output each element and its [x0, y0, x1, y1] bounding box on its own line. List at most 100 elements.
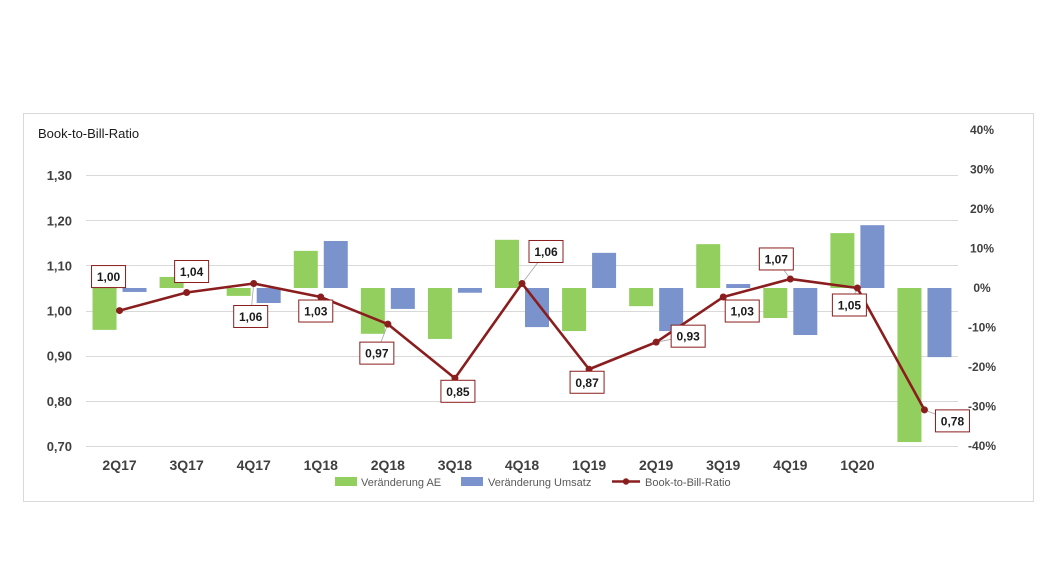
data-label-6: 1,06: [528, 239, 564, 263]
data-label-box: [670, 324, 706, 348]
data-label-9: 1,03: [724, 299, 760, 323]
data-label-text: 0,85: [446, 385, 470, 399]
left-axis-tick-label: 1,10: [47, 258, 72, 273]
bar-veraenderung-ae-3Q19: [696, 244, 721, 288]
bar-veraenderung-ae-2Q19: [629, 288, 654, 307]
data-label-4: 0,97: [359, 341, 395, 365]
book-to-bill-point-2Q17: [116, 307, 124, 315]
right-axis-tick-label: -40%: [968, 439, 996, 453]
x-axis-tick-label: 3Q18: [438, 457, 472, 473]
x-axis-tick-label: 4Q18: [505, 457, 539, 473]
left-axis-tick-label: 1,00: [47, 304, 72, 319]
legend-swatch-veraenderung-ae: [335, 477, 357, 486]
right-axis-tick-label: 0%: [973, 281, 991, 295]
x-axis-tick-label: 2Q19: [639, 457, 673, 473]
data-label-box: [174, 260, 210, 284]
bar-veraenderung-ae-3Q18: [427, 288, 452, 339]
data-label-box: [528, 239, 564, 263]
data-label-box: [934, 409, 970, 433]
legend-swatch-book-to-bill-marker: [622, 478, 630, 485]
bar-veraenderung-umsatz-1Q19: [592, 252, 617, 288]
data-label-text: 1,07: [765, 252, 789, 266]
data-label-box: [233, 304, 269, 328]
bar-series: [92, 225, 952, 443]
bar-veraenderung-ae-1Q20: [830, 233, 855, 288]
data-label-box: [298, 299, 334, 323]
data-label-5: 0,85: [440, 379, 476, 403]
x-axis-tick-label: 2Q17: [102, 457, 136, 473]
data-label-12: 0,78: [934, 409, 970, 433]
bar-veraenderung-ae-2Q17: [92, 288, 117, 330]
x-axis-tick-label: 4Q19: [773, 457, 807, 473]
legend: Veränderung AE Veränderung Umsatz Book-t…: [335, 477, 731, 489]
bar-veraenderung-umsatz-3Q19: [726, 284, 751, 288]
bar-veraenderung-umsatz-2Q19: [659, 288, 684, 332]
x-axis-tick-labels: 2Q17 3Q17 4Q17 1Q18 2Q18 3Q18 4Q18 1Q19 2Q19 3Q19…: [102, 457, 874, 473]
right-axis-tick-label: -10%: [968, 321, 996, 335]
bar-veraenderung-ae-1Q18: [293, 250, 318, 288]
bar-veraenderung-ae-2Q18: [360, 288, 385, 334]
data-label-text: 1,03: [304, 305, 328, 319]
legend-item-book-to-bill-ratio: Book-to-Bill-Ratio: [612, 477, 731, 489]
bar-veraenderung-umsatz-3Q18: [457, 288, 482, 293]
bar-veraenderung-umsatz-n12: [927, 288, 952, 358]
book-to-bill-point-1Q20: [853, 284, 861, 292]
x-axis-tick-label: 3Q17: [169, 457, 203, 473]
data-label-10: 1,07: [758, 247, 794, 271]
left-axis-title: Book-to-Bill-Ratio: [38, 126, 139, 141]
data-labels: 1,00 1,04 1,06 1,03 0,97 0,85 1,06 0,87 0,93 1,03…: [91, 239, 970, 433]
data-label-text: 0,97: [365, 347, 389, 361]
data-label-text: 0,78: [941, 414, 965, 428]
data-label-text: 1,04: [180, 265, 204, 279]
book-to-bill-point-4Q19: [786, 275, 794, 283]
data-label-box: [831, 293, 867, 317]
x-axis-tick-label: 2Q18: [371, 457, 405, 473]
x-axis-tick-label: 1Q19: [572, 457, 606, 473]
data-label-text: 0,87: [575, 376, 599, 390]
right-axis-tick-label: 40%: [970, 123, 994, 137]
legend-item-veraenderung-ae: Veränderung AE: [335, 477, 441, 489]
x-axis-tick-label: 1Q18: [304, 457, 338, 473]
data-label-text: 1,03: [731, 305, 755, 319]
data-label-box: [440, 379, 476, 403]
book-to-bill-point-3Q17: [183, 289, 191, 297]
bar-veraenderung-ae-4Q19: [763, 288, 788, 319]
x-axis-tick-label: 3Q19: [706, 457, 740, 473]
legend-label-veraenderung-umsatz: Veränderung Umsatz: [488, 477, 591, 489]
bar-veraenderung-umsatz-4Q19: [793, 288, 818, 336]
right-axis-tick-label: 20%: [970, 202, 994, 216]
gridlines: [86, 175, 958, 447]
data-label-11: 1,05: [831, 293, 867, 317]
data-label-box: [758, 247, 794, 271]
data-label-text: 1,00: [97, 270, 121, 284]
left-axis-tick-label: 1,30: [47, 168, 72, 183]
data-label-8: 0,93: [670, 324, 706, 348]
data-label-2: 1,06: [233, 304, 269, 328]
data-label-box: [724, 299, 760, 323]
data-label-text: 0,93: [676, 330, 700, 344]
book-to-bill-point-2Q18: [384, 320, 392, 328]
right-axis-tick-label: 30%: [970, 163, 994, 177]
bar-veraenderung-umsatz-2Q17: [122, 288, 147, 292]
bar-veraenderung-ae-4Q17: [226, 288, 251, 296]
legend-label-book-to-bill-ratio: Book-to-Bill-Ratio: [645, 477, 731, 489]
book-to-bill-point-3Q19: [719, 293, 727, 301]
data-label-0: 1,00: [91, 265, 127, 289]
right-axis-tick-label: -30%: [968, 400, 996, 414]
right-axis-tick-label: -20%: [968, 360, 996, 374]
left-axis-tick-label: 1,20: [47, 213, 72, 228]
bar-veraenderung-umsatz-1Q20: [860, 225, 885, 288]
left-axis-tick-label: 0,70: [47, 439, 72, 454]
bar-veraenderung-ae-4Q18: [495, 239, 519, 288]
right-axis-tick-labels: -40% -30% -20% -10% 0% 10% 20% 30% 40%: [968, 123, 996, 453]
left-axis-tick-label: 0,80: [47, 394, 72, 409]
bar-veraenderung-ae-3Q17: [159, 276, 184, 288]
left-axis-tick-label: 0,90: [47, 349, 72, 364]
book-to-bill-point-2Q19: [652, 338, 660, 346]
data-label-7: 0,87: [569, 370, 605, 394]
bar-veraenderung-umsatz-2Q18: [390, 288, 415, 309]
bar-veraenderung-umsatz-4Q17: [256, 288, 281, 304]
data-label-text: 1,06: [239, 310, 263, 324]
right-axis-tick-label: 10%: [970, 242, 994, 256]
